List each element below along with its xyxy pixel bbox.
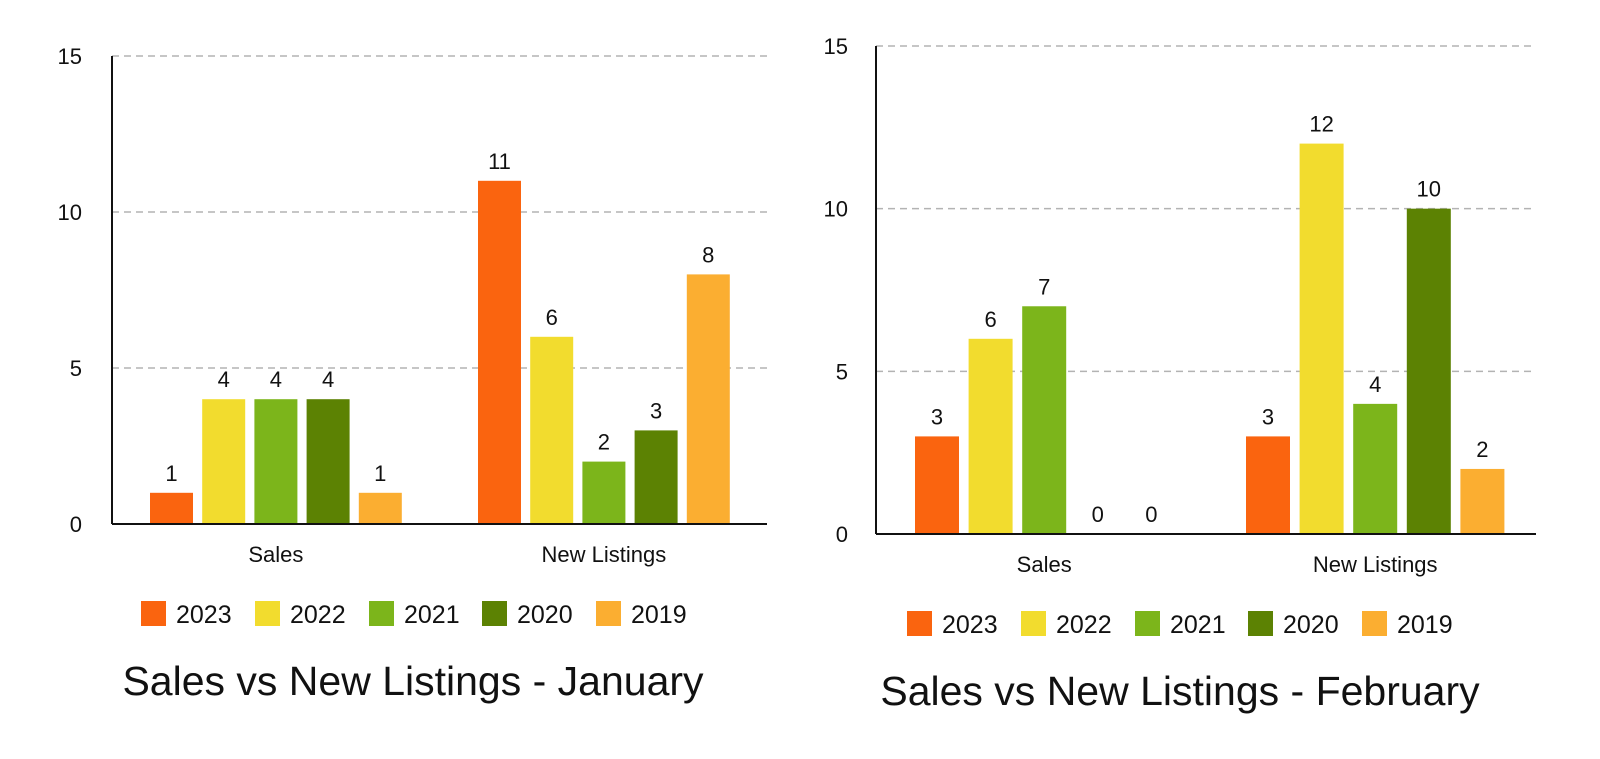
legend-label: 2019 — [631, 601, 687, 629]
legend-item-2023[interactable]: 2023 — [141, 601, 232, 629]
data-label: 3 — [931, 404, 943, 429]
bar-2020-sales[interactable] — [306, 399, 350, 524]
bar-2022-sales[interactable] — [202, 399, 246, 524]
y-tick-label: 15 — [58, 44, 82, 69]
data-label: 12 — [1309, 112, 1333, 137]
bar-2021-new-listings[interactable] — [582, 461, 626, 524]
legend-label: 2021 — [404, 601, 460, 629]
y-tick-label: 5 — [836, 359, 848, 384]
legend-label: 2019 — [1397, 611, 1453, 639]
data-label: 4 — [218, 367, 230, 392]
legend-swatch — [1135, 611, 1160, 636]
data-label: 4 — [1369, 372, 1381, 397]
legend-swatch — [1362, 611, 1387, 636]
y-tick-label: 0 — [70, 512, 82, 537]
data-label: 0 — [1092, 502, 1104, 527]
bar-2021-sales[interactable] — [1022, 306, 1067, 534]
chart-title: Sales vs New Listings - February — [880, 668, 1480, 714]
bar-2022-sales[interactable] — [968, 338, 1013, 534]
legend-label: 2020 — [517, 601, 573, 629]
data-label: 8 — [702, 242, 714, 267]
legend-label: 2021 — [1170, 611, 1226, 639]
bar-2023-sales[interactable] — [150, 492, 193, 524]
data-label: 1 — [374, 461, 386, 486]
legend: 2023 2022 2021 2020 2019 — [141, 601, 687, 629]
chart-title: Sales vs New Listings - January — [122, 658, 704, 704]
legend-label: 2023 — [176, 601, 232, 629]
data-label: 2 — [598, 430, 610, 455]
bar-2019-new-listings[interactable] — [686, 274, 730, 524]
bar-2019-new-listings[interactable] — [1460, 468, 1505, 534]
legend-label: 2022 — [290, 601, 346, 629]
legend-swatch — [369, 601, 394, 626]
y-tick-label: 15 — [824, 34, 848, 59]
x-category-label: New Listings — [542, 542, 667, 567]
x-category-label: Sales — [248, 542, 303, 567]
legend-item-2022[interactable]: 2022 — [1021, 611, 1112, 639]
legend-item-2019[interactable]: 2019 — [596, 601, 687, 629]
legend-item-2021[interactable]: 2021 — [1135, 611, 1226, 639]
bar-2021-sales[interactable] — [254, 399, 298, 524]
legend: 2023 2022 2021 2020 2019 — [907, 611, 1453, 639]
bar-2022-new-listings[interactable] — [1299, 143, 1344, 534]
legend-swatch — [1021, 611, 1046, 636]
data-label: 3 — [1262, 404, 1274, 429]
x-category-label: New Listings — [1313, 552, 1438, 577]
data-label: 7 — [1038, 274, 1050, 299]
data-label: 0 — [1145, 502, 1157, 527]
legend-swatch — [141, 601, 166, 626]
y-tick-label: 0 — [836, 522, 848, 547]
x-category-label: Sales — [1017, 552, 1072, 577]
legend-swatch — [596, 601, 621, 626]
y-tick-label: 5 — [70, 356, 82, 381]
data-label: 3 — [650, 398, 662, 423]
data-label: 4 — [322, 367, 334, 392]
bar-2020-new-listings[interactable] — [1406, 208, 1451, 534]
legend-swatch — [255, 601, 280, 626]
y-tick-label: 10 — [58, 200, 82, 225]
legend-swatch — [907, 611, 932, 636]
legend-label: 2023 — [942, 611, 998, 639]
legend-label: 2020 — [1283, 611, 1339, 639]
legend-item-2023[interactable]: 2023 — [907, 611, 998, 639]
data-label: 1 — [165, 461, 177, 486]
bar-2023-sales[interactable] — [915, 436, 959, 534]
data-label: 11 — [488, 149, 511, 174]
data-label: 6 — [546, 305, 558, 330]
legend-swatch — [482, 601, 507, 626]
bar-2023-new-listings[interactable] — [478, 180, 521, 525]
y-tick-label: 10 — [824, 197, 848, 222]
legend-label: 2022 — [1056, 611, 1112, 639]
legend-swatch — [1248, 611, 1273, 636]
data-label: 4 — [270, 367, 282, 392]
data-label: 6 — [984, 307, 996, 332]
legend-item-2019[interactable]: 2019 — [1362, 611, 1453, 639]
data-label: 10 — [1417, 177, 1441, 202]
data-label: 2 — [1476, 437, 1488, 462]
legend-item-2022[interactable]: 2022 — [255, 601, 346, 629]
bar-2019-sales[interactable] — [358, 492, 402, 524]
legend-item-2020[interactable]: 2020 — [1248, 611, 1339, 639]
bar-2022-new-listings[interactable] — [530, 336, 574, 524]
bar-2023-new-listings[interactable] — [1246, 436, 1290, 534]
bar-2021-new-listings[interactable] — [1353, 403, 1398, 534]
legend-item-2021[interactable]: 2021 — [369, 601, 460, 629]
legend-item-2020[interactable]: 2020 — [482, 601, 573, 629]
bar-2020-new-listings[interactable] — [634, 430, 678, 524]
